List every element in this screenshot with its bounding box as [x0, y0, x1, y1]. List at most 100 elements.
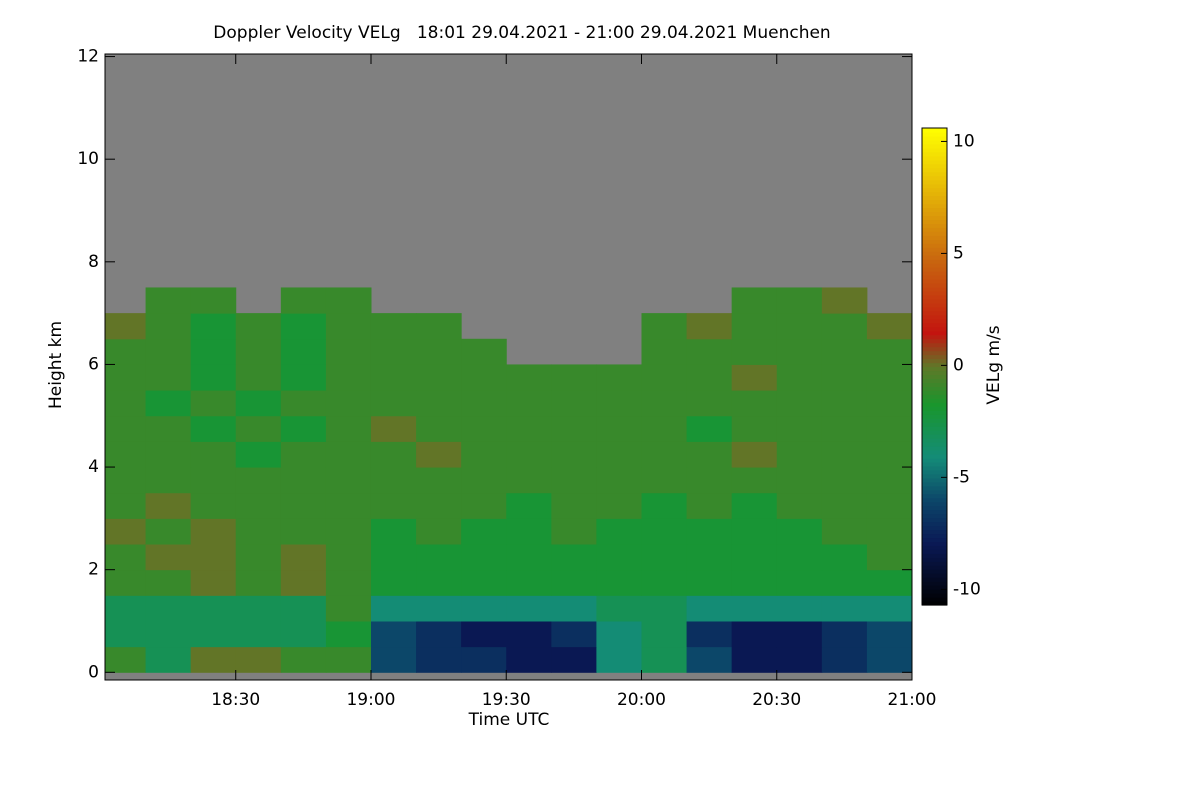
colorbar-segment: [922, 553, 947, 558]
cell: [776, 441, 823, 468]
cell: [686, 492, 733, 519]
cell: [461, 467, 507, 494]
cell: [506, 595, 552, 622]
colorbar-segment: [922, 513, 947, 519]
cell: [416, 595, 462, 622]
cell: [370, 492, 417, 519]
colorbar-frame: [921, 127, 948, 606]
colorbar-segment: [922, 422, 947, 427]
cell: [145, 646, 192, 673]
cell: [416, 441, 462, 468]
cell: [190, 441, 237, 468]
cell: [145, 441, 192, 468]
colorbar-segment: [922, 322, 947, 328]
cell: [235, 518, 282, 545]
cell: [190, 544, 237, 571]
cell: [641, 595, 688, 622]
cell: [866, 544, 913, 571]
cell: [105, 569, 147, 596]
y-tick-label: 8: [88, 252, 99, 272]
cell: [280, 313, 327, 340]
cell: [506, 441, 552, 468]
cell: [280, 390, 327, 417]
cell: [145, 518, 192, 545]
cell: [190, 390, 237, 417]
cell: [105, 646, 147, 673]
plot-frame: [104, 53, 913, 681]
cell: [686, 620, 733, 648]
colorbar-segment: [922, 171, 947, 177]
cell: [776, 287, 823, 314]
colorbar-segment: [922, 461, 947, 467]
cell: [596, 364, 642, 391]
cell: [370, 441, 417, 468]
colorbar-segment: [922, 195, 947, 201]
cell: [105, 492, 147, 519]
colorbar-segment: [922, 219, 947, 224]
cell: [641, 390, 688, 417]
cell: [776, 338, 823, 365]
cell: [416, 518, 462, 545]
cell: [821, 415, 868, 442]
cell: [506, 518, 552, 545]
cell: [370, 415, 417, 442]
colorbar-segment: [922, 227, 947, 232]
cell: [551, 492, 597, 519]
cell: [686, 569, 733, 596]
cell: [461, 415, 507, 442]
cell: [821, 287, 868, 314]
cell: [596, 569, 642, 596]
colorbar-segment: [922, 442, 947, 447]
colorbar-segment: [922, 330, 947, 336]
colorbar-segment: [922, 430, 947, 435]
colorbar-segment: [922, 211, 947, 217]
cell: [506, 544, 552, 571]
colorbar-segment: [922, 485, 947, 491]
cell: [190, 338, 237, 365]
cell: [821, 467, 868, 494]
cell: [731, 646, 778, 673]
cell: [145, 492, 192, 519]
cell: [731, 364, 778, 391]
colorbar-segment: [922, 477, 947, 483]
cell: [686, 595, 733, 622]
cell: [551, 569, 597, 596]
cell: [821, 595, 868, 622]
cell: [731, 287, 778, 314]
colorbar-segment: [922, 517, 947, 523]
cell: [325, 620, 372, 648]
colorbar-segment: [922, 283, 947, 288]
cell: [686, 441, 733, 468]
cell: [325, 390, 372, 417]
colorbar-segment: [922, 128, 947, 133]
colorbar-segment: [922, 338, 947, 344]
colorbar-segment: [922, 577, 947, 582]
colorbar-segment: [922, 529, 947, 535]
cell: [105, 390, 147, 417]
cell: [821, 620, 868, 648]
colorbar-segment: [922, 557, 947, 562]
colorbar-segment: [922, 398, 947, 403]
cell: [145, 287, 192, 314]
cell: [235, 441, 282, 468]
colorbar-segment: [922, 549, 947, 554]
colorbar-segment: [922, 223, 947, 228]
cell: [145, 620, 192, 648]
colorbar-segment: [922, 426, 947, 431]
colorbar-segment: [922, 259, 947, 264]
colorbar-segment: [922, 597, 947, 602]
cell: [731, 467, 778, 494]
cell: [776, 390, 823, 417]
cell: [731, 595, 778, 622]
colorbar-segment: [922, 279, 947, 284]
y-tick-label: 2: [88, 560, 99, 580]
colorbar-segment: [922, 382, 947, 387]
cell: [641, 467, 688, 494]
colorbar-segment: [922, 187, 947, 193]
cell: [596, 415, 642, 442]
cell: [190, 518, 237, 545]
cell: [235, 338, 282, 365]
cell: [190, 492, 237, 519]
cell: [461, 364, 507, 391]
cell: [145, 364, 192, 391]
